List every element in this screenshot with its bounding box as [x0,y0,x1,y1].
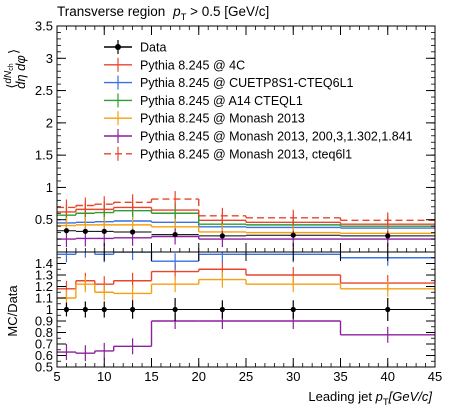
top-y-tick-label-6: 3.5 [35,19,53,34]
ratio-data-point-3 [130,306,136,313]
ratio-data-point-6 [290,306,296,313]
ratio-y-tick-label-1: 0.6 [35,348,53,363]
x-tick-label-1: 10 [97,369,111,384]
ratio-y-tick-label-9: 1.4 [35,256,53,271]
ratio-y-tick-label-2: 0.7 [35,337,53,352]
plot-layer: 0.511.522.533.50.50.60.70.80.911.11.21.3… [35,19,442,385]
x-axis-label: Leading jet pT[GeV/c] [308,389,432,406]
chart-title-text: Transverse region [57,4,165,19]
legend-label-4: Pythia 8.245 @ Monash 2013 [140,112,305,126]
x-tick-label-7: 40 [381,369,395,384]
x-tick-label-8: 45 [428,369,442,384]
top-y-tick-label-3: 2 [46,115,53,130]
data-point-0 [63,228,70,234]
chart-title: Transverse region pT > 0.5 [GeV/c] [57,4,269,23]
legend-data-marker [115,44,121,50]
x-tick-label-0: 5 [53,369,60,384]
x-tick-label-6: 35 [333,369,347,384]
ratio-data-point-5 [219,306,225,313]
top-y-tick-label-1: 1 [46,180,53,195]
legend-label-2: Pythia 8.245 @ CUETP8S1-CTEQ6L1 [140,76,354,90]
ratio-y-tick-label-6: 1.1 [35,291,53,306]
legend-label-0: Data [140,41,166,55]
x-axis-label-var: p [375,389,383,404]
legend-label-1: Pythia 8.245 @ 4C [140,58,245,72]
x-axis-label-text: Leading jet [308,389,375,404]
ratio-y-tick-label-5: 1 [46,302,53,317]
data-point-3 [130,229,136,235]
top-ylabel: ⟨dNch dη dφ ⟩ [3,49,28,89]
chart-title-sub: T [181,12,187,23]
ratio-y-tick-label-0: 0.5 [35,360,53,375]
x-tick-label-4: 25 [239,369,253,384]
data-point-5 [219,233,225,239]
ratio-panel-marks [57,252,435,362]
ratio-data-point-4 [172,306,178,313]
x-tick-label-5: 30 [286,369,300,384]
ratio-ylabel: MC/Data [5,285,20,337]
chart-title-cut: > 0.5 [GeV/c] [186,4,269,19]
ratio-y-tick-label-4: 0.9 [35,314,53,329]
legend-label-3: Pythia 8.245 @ A14 CTEQL1 [140,94,303,108]
top-y-tick-label-0: 0.5 [35,212,53,227]
chart-title-var: p [172,4,181,19]
x-axis-label-sub: T [383,397,389,406]
ratio-data-point-0 [63,306,70,313]
ratio-data-point-1 [82,306,88,313]
top-ylabel-close: ⟩ [6,49,21,54]
data-point-7 [385,233,391,239]
ratio-y-tick-label-3: 0.8 [35,325,53,340]
top-ylabel-den: dη dφ [13,55,28,89]
ratio-data-point-2 [101,306,107,313]
top-ylabel-sub: ch [8,63,15,71]
top-y-tick-label-4: 2.5 [35,83,53,98]
ratio-y-tick-label-8: 1.3 [35,268,53,283]
legend-label-5: Pythia 8.245 @ Monash 2013, 200,3,1.302,… [140,130,413,144]
top-y-tick-label-2: 1.5 [35,148,53,163]
ratio-data-point-7 [385,306,391,313]
x-tick-label-2: 15 [144,369,158,384]
data-point-4 [172,231,178,238]
top-y-tick-label-5: 3 [46,51,53,66]
x-axis-label-unit: [GeV/c] [388,389,433,404]
top-panel-marks [57,191,435,248]
data-point-6 [290,232,296,238]
data-point-1 [82,228,88,234]
legend-label-6: Pythia 8.245 @ Monash 2013, cteq6l1 [140,147,352,161]
x-tick-label-3: 20 [192,369,206,384]
svg-text:⟨dNch: ⟨dNch [3,63,19,88]
top-ylabel-num: dN [3,70,14,84]
data-point-2 [101,228,107,234]
top-ylabel-open: ⟨ [4,84,19,89]
ratio-y-tick-label-7: 1.2 [35,279,53,294]
